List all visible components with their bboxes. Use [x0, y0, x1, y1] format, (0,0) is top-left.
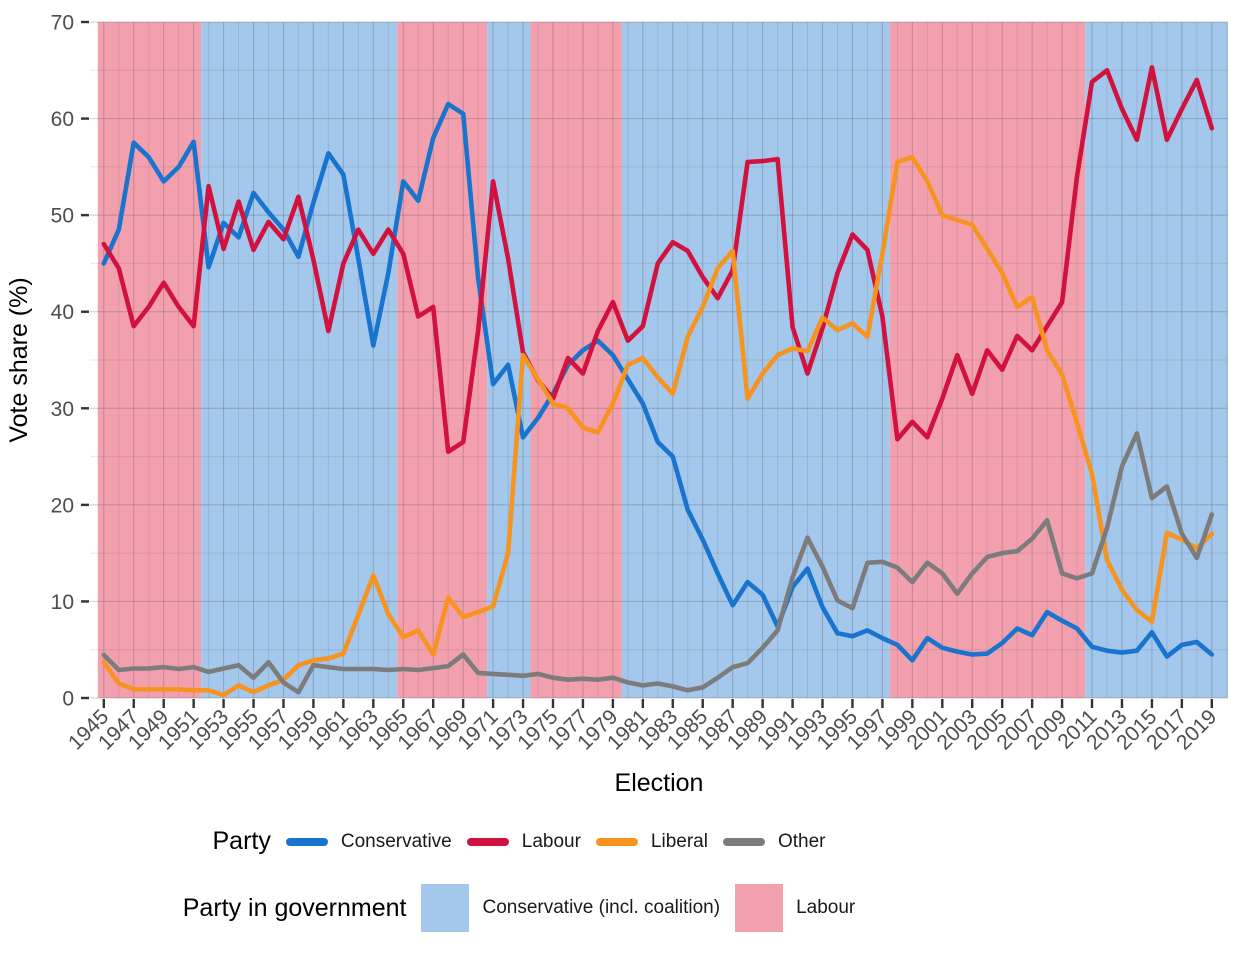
y-tick-label: 70	[51, 12, 74, 35]
line-labour	[101, 65, 1215, 455]
y-tick-label: 40	[51, 301, 74, 324]
x-axis: 1945194719491951195319551957195919611963…	[64, 699, 1221, 755]
legend-label-liberal: Liberal	[650, 830, 708, 852]
legend-label-other: Other	[777, 830, 826, 852]
legend-item-gov-labour: Labour	[735, 884, 855, 932]
legend-item-labour: Labour	[466, 830, 581, 853]
gridlines	[90, 21, 1228, 699]
line-conservative	[101, 101, 1215, 663]
line-liberal	[101, 154, 1215, 698]
y-tick-label: 50	[51, 205, 74, 228]
y-tick-label: 30	[51, 398, 74, 421]
legend-label-gov-conservative: Conservative (incl. coalition)	[482, 897, 721, 918]
series-lines	[101, 65, 1215, 698]
conservative-line-key-icon	[285, 837, 328, 846]
legend-item-gov-conservative: Conservative (incl. coalition)	[421, 884, 720, 932]
legend-label-conservative: Conservative	[340, 830, 452, 852]
labour-line-key-icon	[466, 837, 509, 846]
y-tick-label: 60	[51, 108, 74, 131]
legend-item-liberal: Liberal	[595, 830, 708, 853]
other-line-key-icon	[722, 837, 765, 846]
legend-item-other: Other	[722, 830, 826, 853]
y-axis-title: Vote share (%)	[5, 277, 33, 442]
y-tick-label: 10	[51, 591, 74, 614]
party-legend: Party Conservative Labour Liberal Other	[0, 827, 1143, 856]
vote-share-line-chart: 1945194719491951195319551957195919611963…	[5, 12, 1228, 797]
legend-label-gov-labour: Labour	[796, 897, 856, 918]
legend-item-conservative: Conservative	[285, 830, 452, 853]
y-tick-label: 20	[51, 494, 74, 517]
x-axis-title: Election	[615, 769, 704, 797]
line-other	[101, 431, 1215, 695]
liberal-line-key-icon	[595, 837, 638, 846]
government-legend-title: Party in government	[182, 893, 407, 922]
y-axis: 0 10 20 30 40 50 60 70	[51, 12, 89, 711]
y-tick-label: 0	[62, 688, 74, 711]
conservative-gov-swatch-icon	[421, 884, 470, 932]
legend-label-labour: Labour	[521, 830, 581, 852]
government-legend: Party in government Conservative (incl. …	[0, 884, 1143, 932]
labour-gov-swatch-icon	[735, 884, 784, 932]
party-legend-title: Party	[212, 827, 271, 855]
